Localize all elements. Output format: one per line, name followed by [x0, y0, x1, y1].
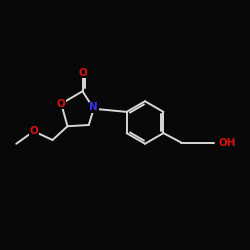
Text: O: O: [57, 99, 66, 109]
Text: O: O: [30, 126, 38, 136]
Text: O: O: [78, 68, 87, 78]
Text: OH: OH: [219, 138, 236, 147]
Text: N: N: [90, 102, 98, 113]
